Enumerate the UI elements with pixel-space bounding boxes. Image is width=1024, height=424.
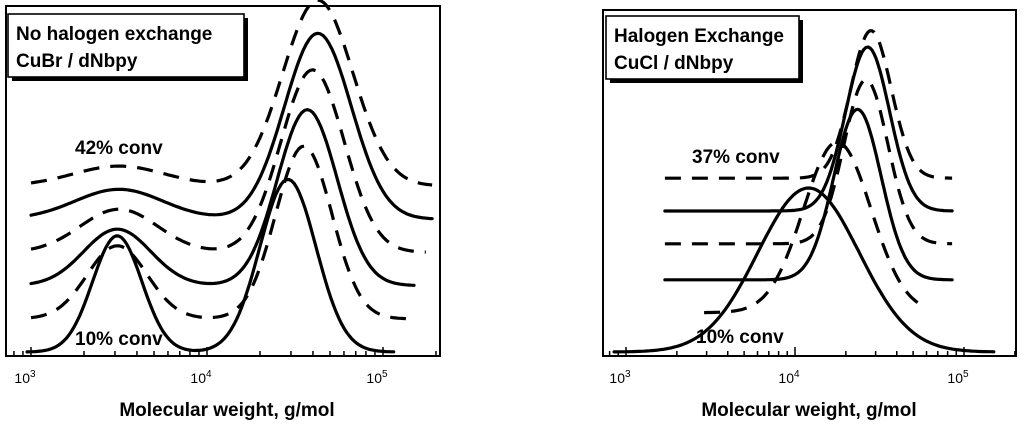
series-line-5 [663, 45, 954, 213]
series-line-1 [25, 177, 396, 354]
annotation-high-conversion: 37% conv [692, 147, 780, 168]
series-line-1 [612, 186, 996, 354]
tick-label-base: 10 [190, 370, 206, 386]
tick-label: 105 [947, 369, 969, 386]
series-line-5 [29, 31, 434, 221]
x-ticks: 103 104 105 [608, 347, 1016, 386]
plot-frame [5, 5, 441, 357]
legend-box: Halogen Exchange CuCl / dNbpy [605, 15, 803, 83]
tick-label: 103 [609, 369, 631, 386]
x-axis-label: Molecular weight, g/mol [119, 400, 334, 421]
tick-label: 104 [190, 369, 212, 386]
legend-line-2: CuBr / dNbpy [16, 51, 138, 72]
series-line-6 [30, 0, 433, 187]
tick-label: 103 [14, 369, 36, 386]
tick-label-base: 10 [366, 370, 382, 386]
tick-label-exponent: 3 [30, 369, 36, 380]
tick-label-base: 10 [14, 370, 30, 386]
series-line-3 [29, 108, 416, 287]
tick-label-exponent: 5 [382, 369, 388, 380]
x-ticks: 103 104 105 [13, 347, 437, 386]
plot-frame [602, 9, 1017, 357]
chart-panel-no-halogen-exchange: 103 104 105 No halogen exchange CuBr / dNb… [5, 0, 441, 421]
tick-label-base: 10 [778, 370, 794, 386]
series-group [612, 29, 996, 354]
legend-frame [605, 15, 800, 80]
series-group [25, 0, 434, 354]
legend-line-2: CuCl / dNbpy [614, 53, 734, 74]
series-line-4 [30, 68, 426, 254]
series-line-3 [663, 107, 954, 282]
tick-label-exponent: 4 [794, 369, 800, 380]
tick-label-exponent: 4 [206, 369, 212, 380]
legend-box: No halogen exchange CuBr / dNbpy [7, 13, 248, 81]
tick-label-exponent: 5 [963, 369, 969, 380]
series-line-4 [664, 78, 953, 246]
tick-label-base: 10 [947, 370, 963, 386]
tick-label-base: 10 [609, 370, 625, 386]
tick-label-exponent: 3 [625, 369, 631, 380]
tick-label: 104 [778, 369, 800, 386]
legend-frame [7, 13, 245, 78]
legend-line-1: Halogen Exchange [614, 26, 784, 47]
legend-line-1: No halogen exchange [16, 24, 212, 45]
tick-label: 105 [366, 369, 388, 386]
series-line-6 [664, 29, 953, 180]
chart-panel-halogen-exchange: 103 104 105 Halogen Exchange CuCl / dNbpy … [602, 9, 1017, 421]
x-axis-label: Molecular weight, g/mol [701, 400, 916, 421]
annotation-high-conversion: 42% conv [75, 138, 163, 159]
annotation-low-conversion: 10% conv [75, 329, 163, 350]
series-line-2 [30, 144, 406, 321]
annotation-low-conversion: 10% conv [696, 327, 784, 348]
